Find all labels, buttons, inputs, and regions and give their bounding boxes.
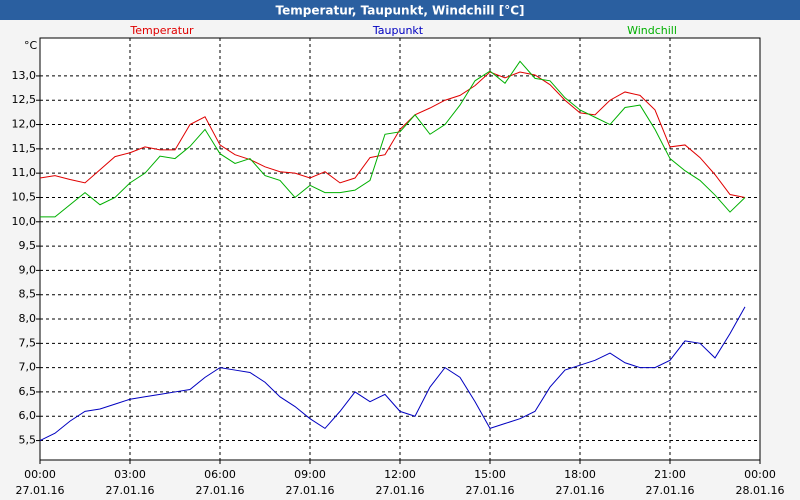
y-tick-label: 10,0: [12, 215, 37, 228]
x-tick-date: 27.01.16: [556, 484, 605, 497]
x-tick-label: 00:00: [744, 468, 776, 481]
x-tick-date: 27.01.16: [646, 484, 695, 497]
x-tick-label: 12:00: [384, 468, 416, 481]
chart-title: Temperatur, Taupunkt, Windchill [°C]: [276, 4, 525, 18]
series-line: [39, 306, 746, 442]
x-tick-label: 18:00: [564, 468, 596, 481]
x-tick-date: 27.01.16: [106, 484, 155, 497]
x-tick-date: 27.01.16: [466, 484, 515, 497]
y-tick-label: 12,0: [12, 118, 37, 131]
x-tick-label: 21:00: [654, 468, 686, 481]
y-tick-label: 11,5: [12, 142, 37, 155]
x-tick-label: 09:00: [294, 468, 326, 481]
legend-label: Taupunkt: [372, 24, 424, 37]
series-line: [39, 71, 746, 198]
x-tick-label: 03:00: [114, 468, 146, 481]
x-tick-label: 15:00: [474, 468, 506, 481]
x-tick-date: 27.01.16: [196, 484, 245, 497]
y-tick-label: 13,0: [12, 69, 37, 82]
y-tick-label: 6,0: [19, 409, 37, 422]
series-line: [40, 60, 746, 218]
y-tick-label: 6,5: [19, 385, 37, 398]
y-tick-label: 8,0: [19, 312, 37, 325]
y-tick-label: 9,5: [19, 239, 37, 252]
x-tick-label: 00:00: [24, 468, 56, 481]
y-tick-label: 7,5: [19, 336, 37, 349]
x-tick-date: 28.01.16: [736, 484, 785, 497]
y-unit: °C: [24, 39, 38, 52]
y-tick-label: 7,0: [19, 361, 37, 374]
y-tick-label: 5,5: [19, 434, 37, 447]
legend-label: Windchill: [627, 24, 677, 37]
x-tick-date: 27.01.16: [16, 484, 65, 497]
y-tick-label: 11,0: [12, 166, 37, 179]
x-tick-date: 27.01.16: [286, 484, 335, 497]
y-tick-label: 10,5: [12, 190, 37, 203]
y-tick-label: 9,0: [19, 263, 37, 276]
y-tick-label: 8,5: [19, 288, 37, 301]
y-tick-label: 12,5: [12, 93, 37, 106]
x-tick-label: 06:00: [204, 468, 236, 481]
title-bar: [0, 0, 800, 20]
legend-label: Temperatur: [129, 24, 194, 37]
x-tick-date: 27.01.16: [376, 484, 425, 497]
